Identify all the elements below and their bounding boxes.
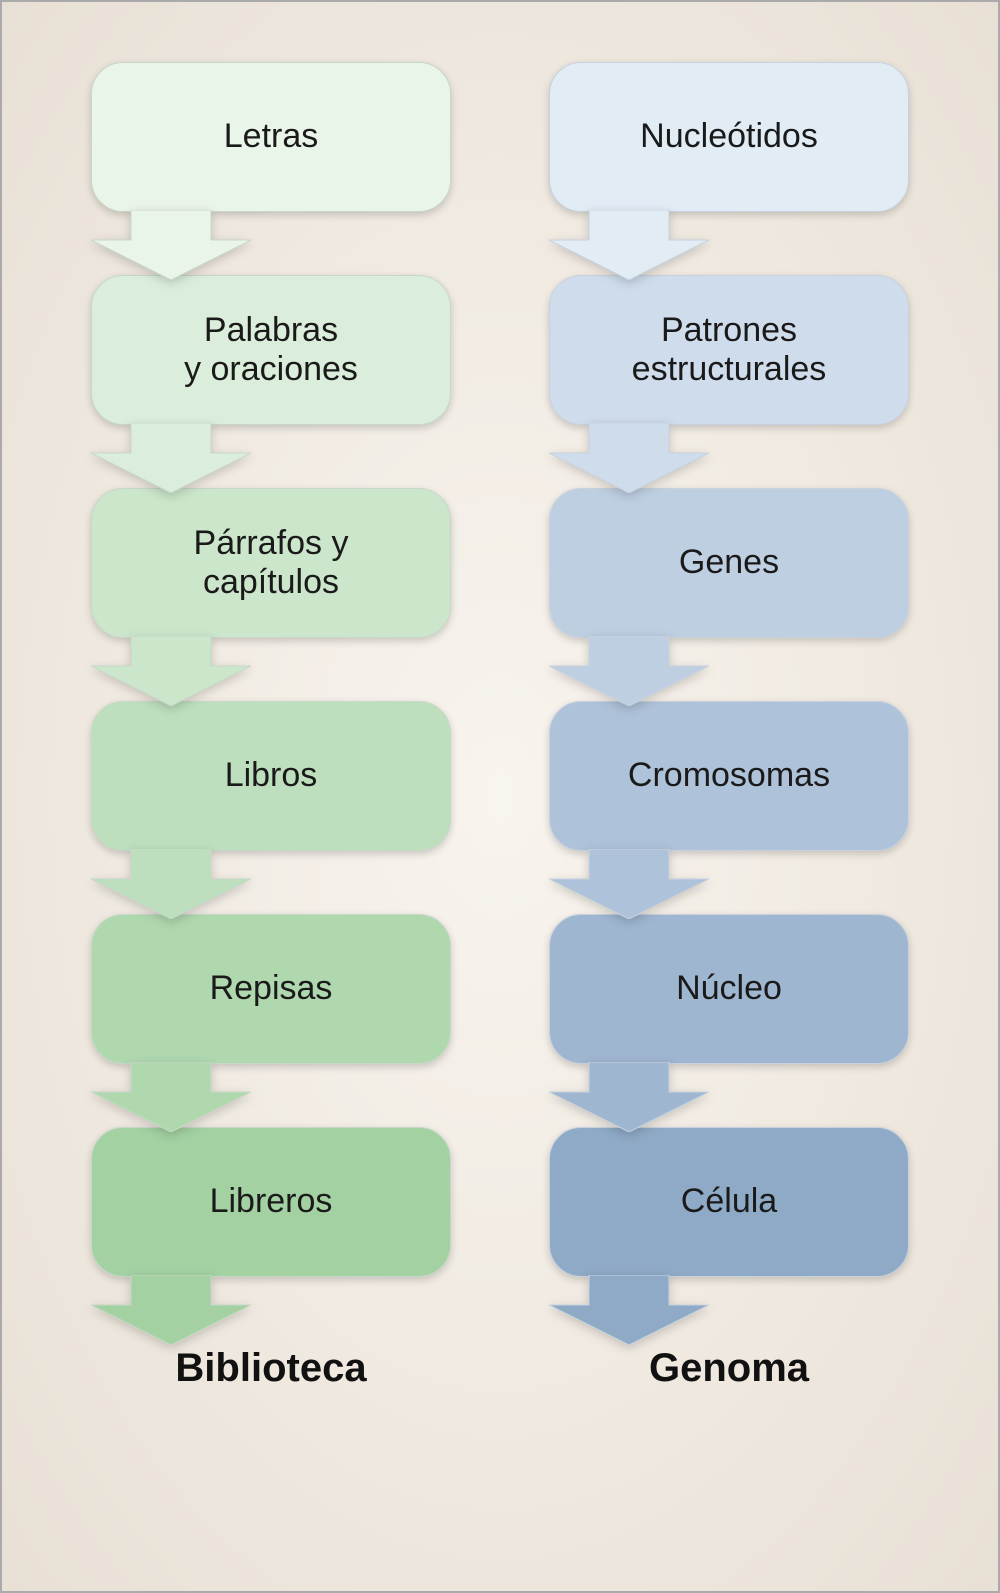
arrow-down-icon xyxy=(91,1062,251,1132)
column-title: Biblioteca xyxy=(175,1346,366,1391)
flow-node: Palabrasy oraciones xyxy=(91,275,451,425)
flow-step: Párrafos ycapítulos xyxy=(91,488,451,705)
arrow-down-icon xyxy=(91,849,251,919)
flow-column-left: Letras Palabrasy oraciones Párrafos ycap… xyxy=(71,62,471,1391)
flow-node: Letras xyxy=(91,62,451,212)
flow-node: Párrafos ycapítulos xyxy=(91,488,451,638)
arrow-down-icon xyxy=(549,636,709,706)
flow-step: Libros xyxy=(91,701,451,918)
flow-node: Libreros xyxy=(91,1127,451,1277)
arrow-down-icon xyxy=(549,210,709,280)
arrow-down-icon xyxy=(549,849,709,919)
arrow-down-icon xyxy=(91,423,251,493)
flow-node: Genes xyxy=(549,488,909,638)
flow-node: Célula xyxy=(549,1127,909,1277)
arrow-down-icon xyxy=(91,1275,251,1345)
flow-step: Genes xyxy=(549,488,909,705)
arrow-down-icon xyxy=(91,210,251,280)
flow-step: Palabrasy oraciones xyxy=(91,275,451,492)
flow-node: Núcleo xyxy=(549,914,909,1064)
flow-step: Cromosomas xyxy=(549,701,909,918)
flow-node: Cromosomas xyxy=(549,701,909,851)
arrow-down-icon xyxy=(549,1275,709,1345)
flow-node: Libros xyxy=(91,701,451,851)
arrow-down-icon xyxy=(549,423,709,493)
flow-step: Núcleo xyxy=(549,914,909,1131)
arrow-down-icon xyxy=(91,636,251,706)
flow-step: Nucleótidos xyxy=(549,62,909,279)
flow-step: Libreros xyxy=(91,1127,451,1344)
flow-node: Repisas xyxy=(91,914,451,1064)
flow-column-right: Nucleótidos Patronesestructurales Genes … xyxy=(529,62,929,1391)
flow-step: Patronesestructurales xyxy=(549,275,909,492)
arrow-down-icon xyxy=(549,1062,709,1132)
diagram-container: Letras Palabrasy oraciones Párrafos ycap… xyxy=(2,2,998,1591)
flow-node: Nucleótidos xyxy=(549,62,909,212)
flow-step: Repisas xyxy=(91,914,451,1131)
flow-node: Patronesestructurales xyxy=(549,275,909,425)
column-title: Genoma xyxy=(649,1346,809,1391)
flow-step: Letras xyxy=(91,62,451,279)
flow-step: Célula xyxy=(549,1127,909,1344)
